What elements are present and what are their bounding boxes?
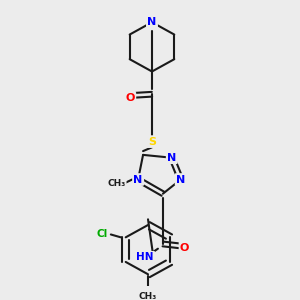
Text: S: S xyxy=(148,136,156,147)
Text: N: N xyxy=(167,153,176,163)
Text: N: N xyxy=(134,175,143,184)
Text: Cl: Cl xyxy=(96,229,108,238)
Text: O: O xyxy=(180,243,189,253)
Text: HN: HN xyxy=(136,252,154,262)
Text: N: N xyxy=(176,175,185,184)
Text: CH₃: CH₃ xyxy=(107,179,125,188)
Text: O: O xyxy=(125,93,135,103)
Text: CH₃: CH₃ xyxy=(139,292,157,300)
Text: N: N xyxy=(147,17,157,27)
